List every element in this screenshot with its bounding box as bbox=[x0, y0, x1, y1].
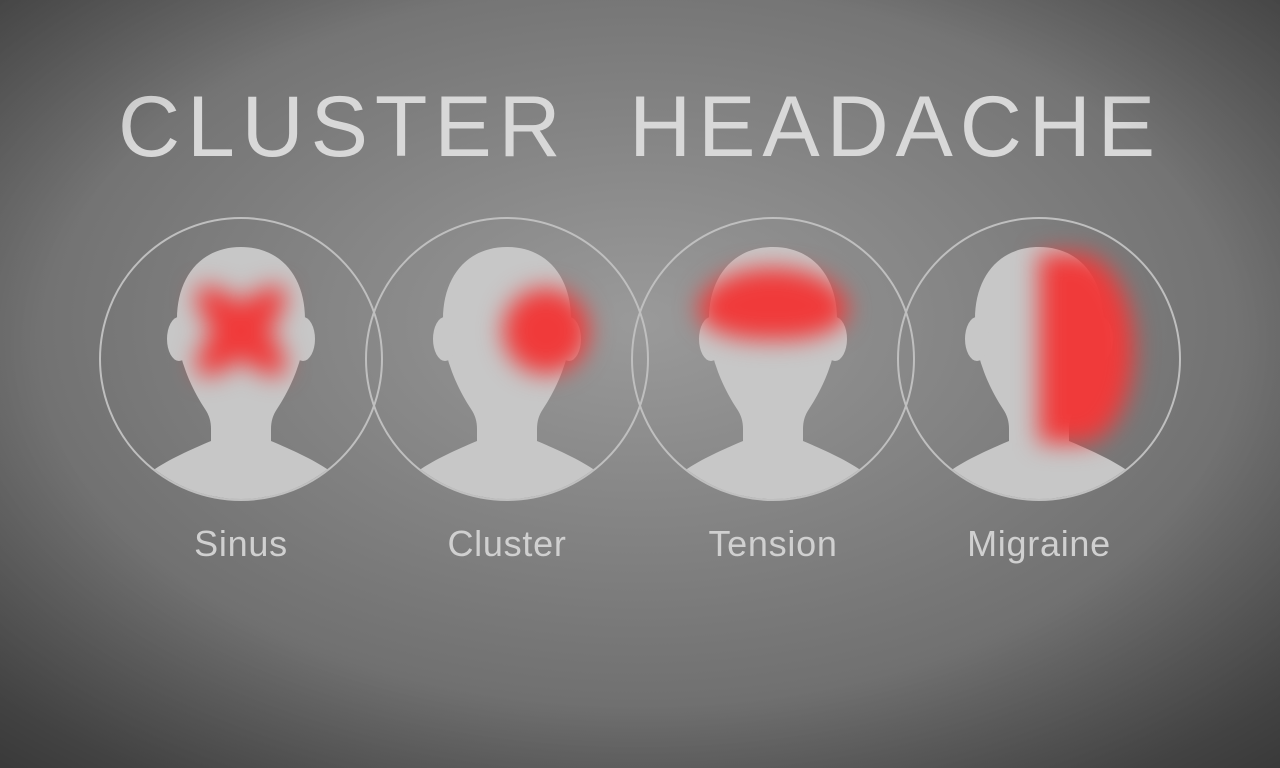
infographic-canvas: CLUSTER HEADACHE Sinus Cluster Tension M… bbox=[0, 0, 1280, 768]
head-circle-tension bbox=[631, 217, 915, 501]
headache-types-row: Sinus Cluster Tension Migraine bbox=[99, 217, 1181, 565]
headache-type-tension: Tension bbox=[631, 217, 915, 565]
headache-type-cluster: Cluster bbox=[365, 217, 649, 565]
headache-label-cluster: Cluster bbox=[447, 523, 566, 565]
main-title: CLUSTER HEADACHE bbox=[118, 78, 1162, 177]
head-circle-cluster bbox=[365, 217, 649, 501]
headache-label-migraine: Migraine bbox=[967, 523, 1111, 565]
headache-label-sinus: Sinus bbox=[194, 523, 288, 565]
headache-type-migraine: Migraine bbox=[897, 217, 1181, 565]
head-circle-migraine bbox=[897, 217, 1181, 501]
headache-type-sinus: Sinus bbox=[99, 217, 383, 565]
head-circle-sinus bbox=[99, 217, 383, 501]
headache-label-tension: Tension bbox=[708, 523, 837, 565]
